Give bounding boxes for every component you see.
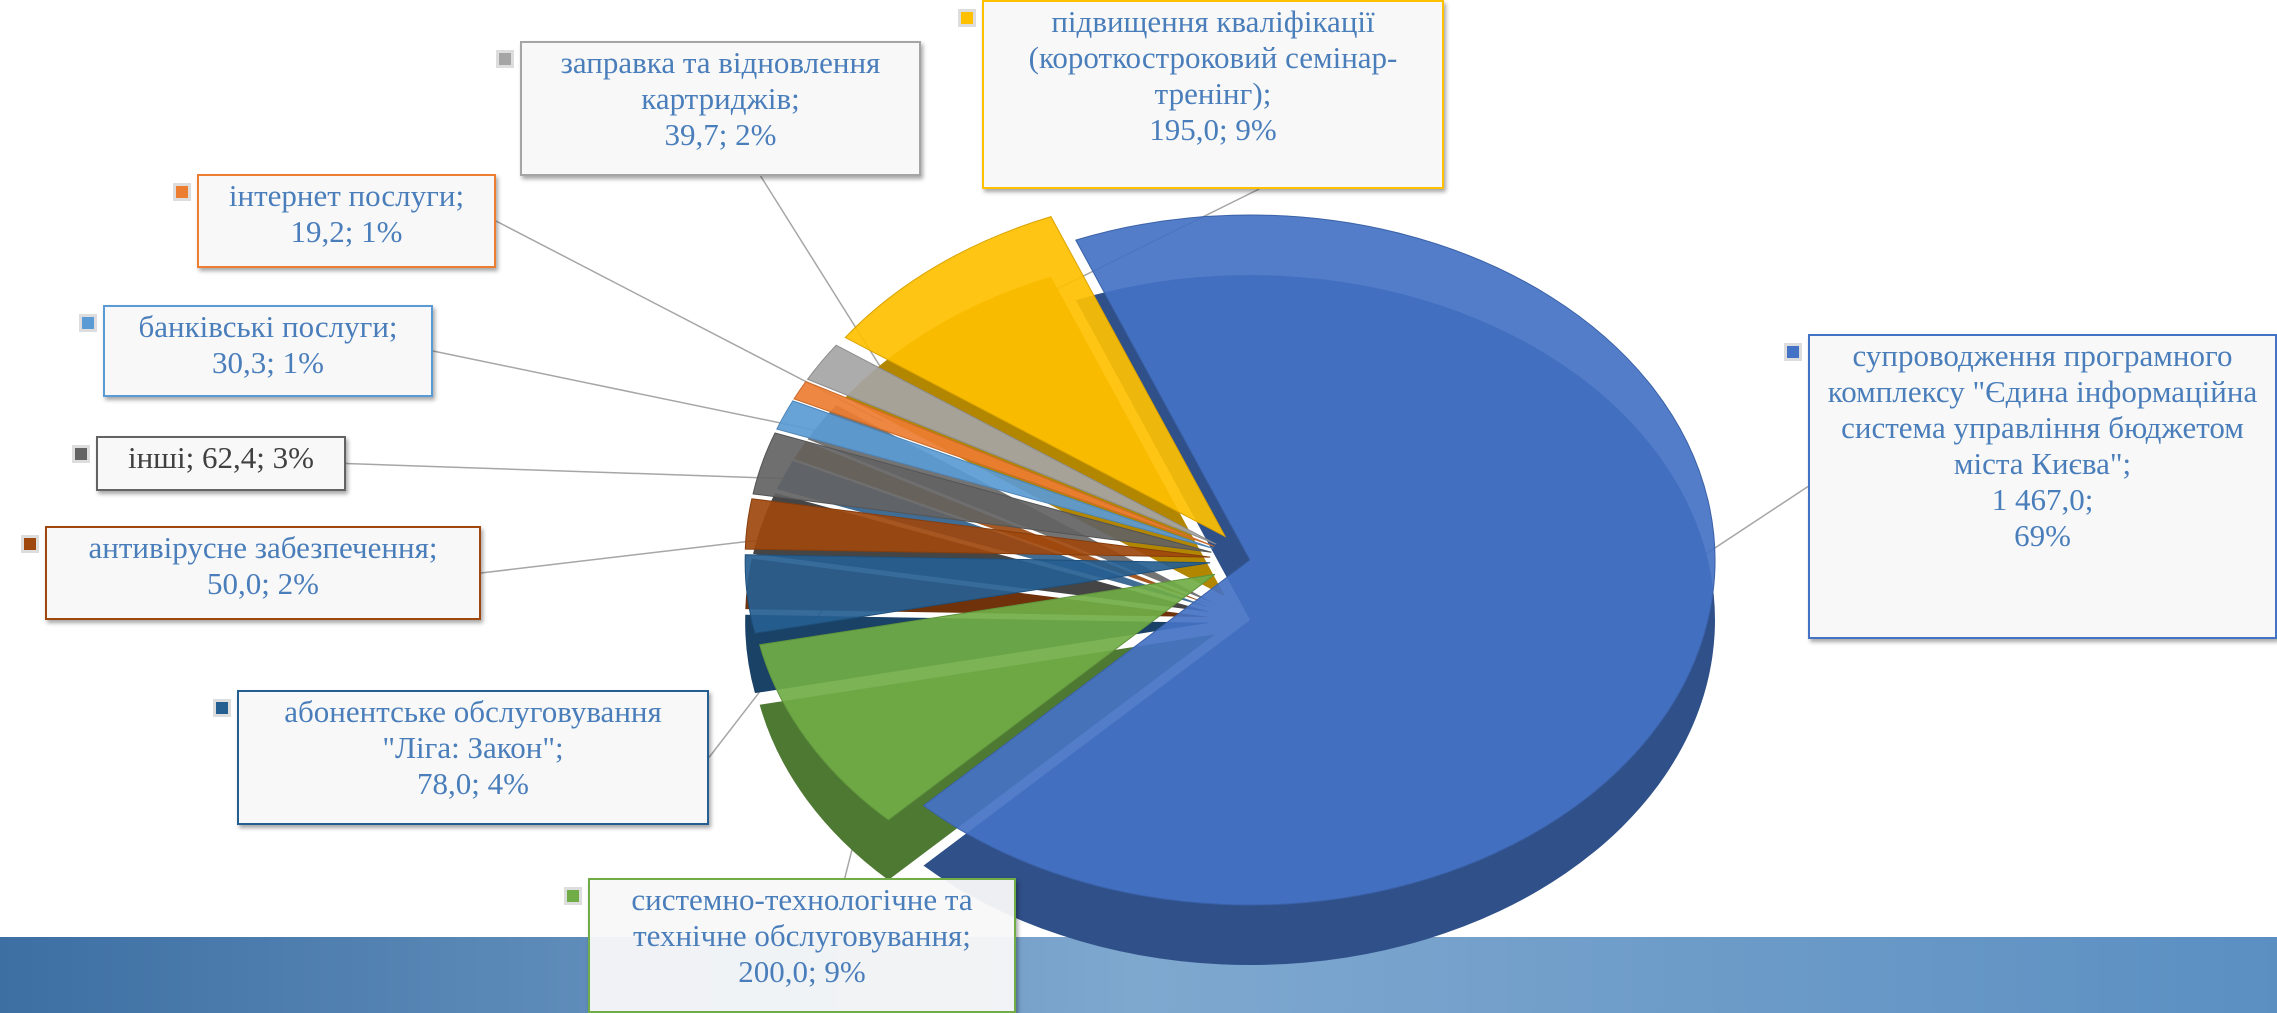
legend-key bbox=[173, 183, 191, 201]
percent-label: 2% bbox=[735, 117, 777, 152]
category-label: підвищення кваліфікації (короткострокови… bbox=[1028, 4, 1398, 111]
category-label: системно-технологічне та технічне обслуг… bbox=[631, 882, 973, 953]
data-label: системно-технологічне та технічне обслуг… bbox=[588, 878, 1016, 1013]
slice bbox=[752, 432, 1212, 553]
percent-label: 1% bbox=[361, 214, 403, 249]
percent-label: 1% bbox=[282, 345, 324, 380]
percent-label: 9% bbox=[1235, 112, 1277, 147]
legend-key bbox=[496, 50, 514, 68]
percent-label: 4% bbox=[487, 766, 529, 801]
slice bbox=[744, 554, 1211, 634]
value-label: 50,0; bbox=[207, 566, 270, 601]
legend-key bbox=[1784, 343, 1802, 361]
value-label: 30,3; bbox=[212, 345, 275, 380]
value-label: 39,7; bbox=[664, 117, 728, 152]
data-label: супроводження програмного комплексу "Єди… bbox=[1808, 334, 2277, 639]
percent-label: 69% bbox=[2014, 518, 2071, 553]
percent-label: 9% bbox=[824, 954, 866, 989]
percent-label: 3% bbox=[272, 440, 314, 475]
value-label: 78,0; bbox=[417, 766, 480, 801]
leader-line bbox=[759, 175, 901, 399]
slice bbox=[793, 380, 1215, 547]
legend-key bbox=[564, 887, 582, 905]
data-label: інтернет послуги; 19,2; 1% bbox=[197, 174, 496, 268]
slice bbox=[844, 216, 1227, 538]
value-label: 1 467,0; bbox=[1991, 482, 2094, 517]
category-label: банківські послуги; bbox=[138, 309, 398, 344]
legend-key bbox=[213, 699, 231, 717]
category-label: супроводження програмного комплексу "Єди… bbox=[1827, 338, 2258, 481]
value-label: 195,0; bbox=[1149, 112, 1228, 147]
category-label: інші; bbox=[127, 440, 195, 475]
legend-key bbox=[72, 445, 90, 463]
slice bbox=[922, 214, 1716, 906]
value-label: 19,2; bbox=[290, 214, 354, 249]
category-label: заправка та відновлення картриджів; bbox=[560, 45, 881, 116]
data-label: банківські послуги; 30,3; 1% bbox=[103, 305, 433, 397]
slice bbox=[776, 400, 1214, 549]
data-label: заправка та відновлення картриджів; 39,7;… bbox=[520, 41, 921, 176]
data-label: абонентське обслуговування "Ліга: Закон"… bbox=[237, 690, 709, 825]
category-label: інтернет послуги; bbox=[228, 178, 465, 213]
slice bbox=[744, 498, 1211, 558]
slice bbox=[759, 573, 1216, 821]
legend-key bbox=[79, 314, 97, 332]
value-label: 62,4; bbox=[202, 440, 265, 475]
value-label: 200,0; bbox=[738, 954, 817, 989]
category-label: антивірусне забезпечення; bbox=[88, 530, 438, 565]
legend-key bbox=[21, 535, 39, 553]
percent-label: 2% bbox=[277, 566, 319, 601]
category-label: абонентське обслуговування "Ліга: Закон"… bbox=[284, 694, 662, 765]
data-label: інші; 62,4; 3% bbox=[96, 436, 346, 491]
data-label: підвищення кваліфікації (короткострокови… bbox=[982, 0, 1444, 189]
data-label: антивірусне забезпечення; 50,0; 2% bbox=[45, 526, 481, 620]
legend-key bbox=[958, 9, 976, 27]
slice bbox=[806, 344, 1217, 545]
